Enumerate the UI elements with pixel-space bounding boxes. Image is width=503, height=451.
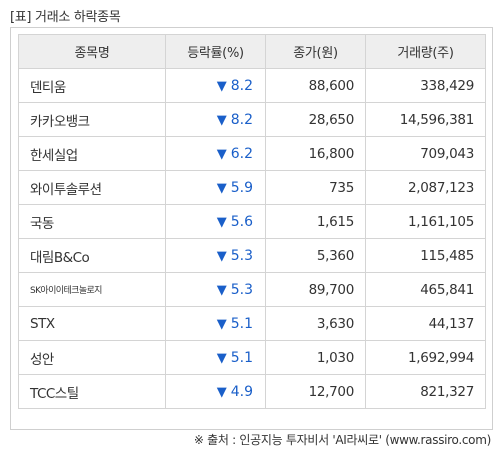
down-arrow-icon: ▼ [216,214,227,230]
change-rate-cell: ▼ 8.2 [165,68,266,103]
stock-name: TCC스틸 [18,374,166,409]
table-row: 카카오뱅크 ▼ 8.2 28,650 14,596,381 [18,102,486,137]
change-rate-cell: ▼ 5.3 [165,272,266,307]
change-rate-cell: ▼ 5.6 [165,204,266,239]
down-arrow-icon: ▼ [216,248,227,264]
declining-stocks-table: 종목명 등락률(%) 종가(원) 거래량(주) 덴티움 ▼ 8.2 88,600 338… [18,34,486,409]
down-arrow-icon: ▼ [216,316,227,332]
stock-name: 성안 [18,340,166,375]
trade-volume: 1,161,105 [365,204,486,239]
table-row: 덴티움 ▼ 8.2 88,600 338,429 [18,68,486,103]
table-row: 한세실업 ▼ 6.2 16,800 709,043 [18,136,486,171]
close-price: 16,800 [265,136,366,171]
change-rate-value: 6.2 [230,145,253,162]
down-arrow-icon: ▼ [216,146,227,162]
down-arrow-icon: ▼ [216,282,227,298]
change-rate-cell: ▼ 5.1 [165,340,266,375]
header-stock-name: 종목명 [18,34,166,69]
change-rate-value: 4.9 [230,383,253,400]
header-volume: 거래량(주) [365,34,486,69]
close-price: 5,360 [265,238,366,273]
change-rate-cell: ▼ 8.2 [165,102,266,137]
stock-name: 대림B&Co [18,238,166,273]
trade-volume: 115,485 [365,238,486,273]
table-container: 종목명 등락률(%) 종가(원) 거래량(주) 덴티움 ▼ 8.2 88,600 338… [10,27,493,430]
trade-volume: 465,841 [365,272,486,307]
table-header-row: 종목명 등락률(%) 종가(원) 거래량(주) [18,34,486,69]
change-rate-cell: ▼ 5.9 [165,170,266,205]
trade-volume: 2,087,123 [365,170,486,205]
down-arrow-icon: ▼ [216,180,227,196]
close-price: 735 [265,170,366,205]
trade-volume: 821,327 [365,374,486,409]
header-close-price: 종가(원) [265,34,366,69]
stock-name: 와이투솔루션 [18,170,166,205]
table-row: STX ▼ 5.1 3,630 44,137 [18,306,486,341]
change-rate-value: 5.9 [230,179,253,196]
stock-name: 국동 [18,204,166,239]
table-row: 성안 ▼ 5.1 1,030 1,692,994 [18,340,486,375]
down-arrow-icon: ▼ [216,112,227,128]
close-price: 12,700 [265,374,366,409]
trade-volume: 338,429 [365,68,486,103]
table-row: SK아이이테크놀로지 ▼ 5.3 89,700 465,841 [18,272,486,307]
change-rate-value: 5.3 [230,247,253,264]
down-arrow-icon: ▼ [216,78,227,94]
close-price: 1,030 [265,340,366,375]
down-arrow-icon: ▼ [216,350,227,366]
change-rate-value: 5.1 [230,349,253,366]
table-row: 와이투솔루션 ▼ 5.9 735 2,087,123 [18,170,486,205]
change-rate-value: 5.1 [230,315,253,332]
change-rate-value: 5.6 [230,213,253,230]
table-row: TCC스틸 ▼ 4.9 12,700 821,327 [18,374,486,409]
stock-name: STX [18,306,166,341]
change-rate-cell: ▼ 6.2 [165,136,266,171]
table-row: 국동 ▼ 5.6 1,615 1,161,105 [18,204,486,239]
close-price: 88,600 [265,68,366,103]
stock-name: 덴티움 [18,68,166,103]
trade-volume: 709,043 [365,136,486,171]
stock-name: 카카오뱅크 [18,102,166,137]
change-rate-cell: ▼ 4.9 [165,374,266,409]
trade-volume: 1,692,994 [365,340,486,375]
close-price: 89,700 [265,272,366,307]
stock-name: 한세실업 [18,136,166,171]
change-rate-cell: ▼ 5.1 [165,306,266,341]
header-change-rate: 등락률(%) [165,34,266,69]
change-rate-value: 8.2 [230,111,253,128]
stock-name: SK아이이테크놀로지 [18,272,166,307]
down-arrow-icon: ▼ [216,384,227,400]
close-price: 1,615 [265,204,366,239]
trade-volume: 14,596,381 [365,102,486,137]
change-rate-cell: ▼ 5.3 [165,238,266,273]
source-credit: ※ 출처 : 인공지능 투자비서 'AI라씨로' (www.rassiro.co… [193,433,491,447]
change-rate-value: 8.2 [230,77,253,94]
close-price: 28,650 [265,102,366,137]
page-title: [표] 거래소 하락종목 [10,10,121,25]
change-rate-value: 5.3 [230,281,253,298]
close-price: 3,630 [265,306,366,341]
table-row: 대림B&Co ▼ 5.3 5,360 115,485 [18,238,486,273]
trade-volume: 44,137 [365,306,486,341]
